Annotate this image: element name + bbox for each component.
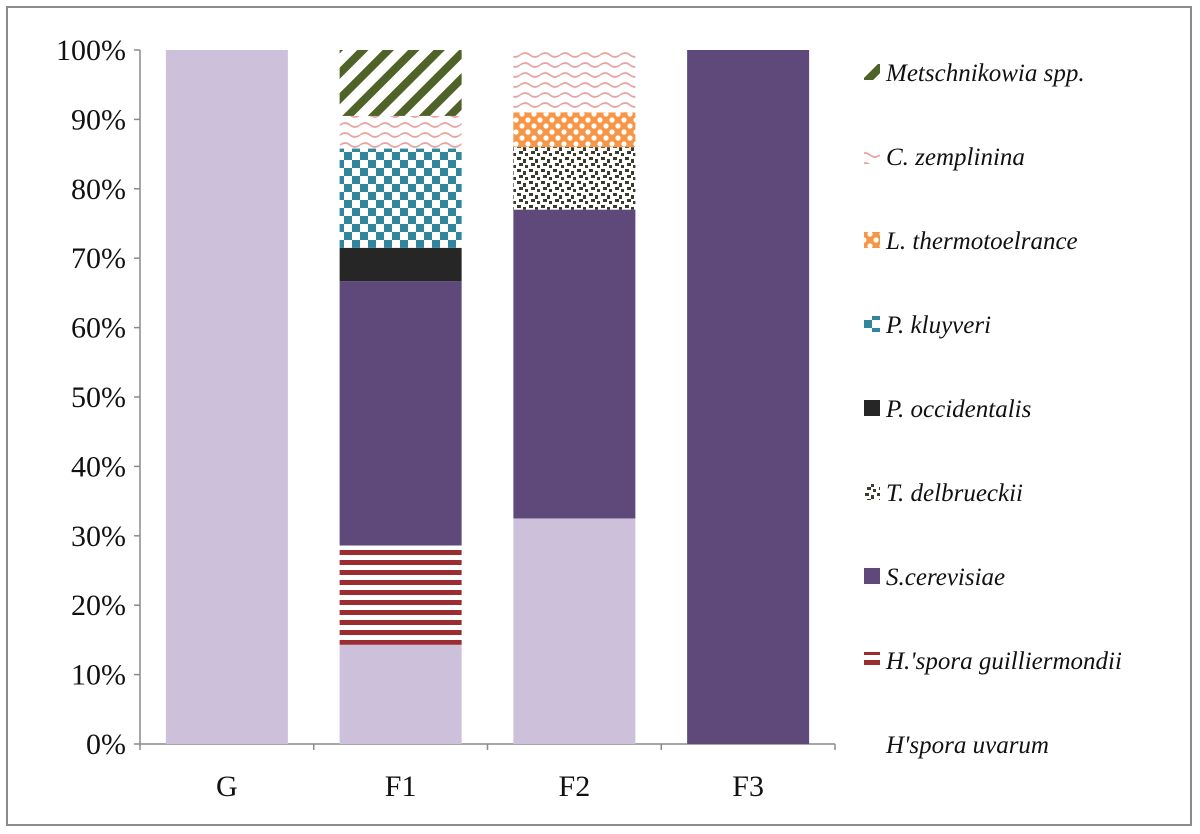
bar-segment: Metschnikowia spp. F1: 9.5% <box>339 50 462 116</box>
y-tick-label: 50% <box>71 381 126 414</box>
legend-swatch <box>864 232 880 248</box>
bar-segment: P. occidentalis F1: 4.8% <box>339 247 462 282</box>
bar-segment: C. zemplinina F2: 9% <box>513 50 636 113</box>
legend-swatch <box>864 484 880 500</box>
legend-swatch <box>864 400 880 416</box>
legend-label: H'spora uvarum <box>885 732 1049 759</box>
bar-segment: C. zemplinina F1: 4.7% <box>339 115 462 149</box>
bar-segment: H'spora uvarum G: 100% <box>165 50 288 744</box>
bar-segment: S.cerevisiae F2: 44.5% <box>513 209 636 519</box>
legend-item: H'spora uvarum <box>885 732 1049 759</box>
x-tick-label: F1 <box>385 770 417 803</box>
legend-item: S.cerevisiae <box>864 564 1005 591</box>
legend-swatch <box>864 64 880 80</box>
legend-item: P. kluyveri <box>864 312 991 339</box>
legend-label: H.'spora guilliermondii <box>885 648 1122 675</box>
legend-label: P. kluyveri <box>885 312 991 339</box>
legend-label: T. delbrueckii <box>886 480 1023 507</box>
legend-swatch <box>864 316 880 332</box>
y-tick-label: 80% <box>71 173 126 206</box>
legend-swatch <box>864 568 880 584</box>
legend-label: P. occidentalis <box>885 396 1031 423</box>
legend-item: Metschnikowia spp. <box>864 60 1085 87</box>
legend-label: Metschnikowia spp. <box>885 60 1085 87</box>
legend-swatch <box>864 148 880 164</box>
legend-swatch <box>864 652 880 668</box>
bar-segment: H'spora uvarum F1: 14.3% <box>339 644 462 744</box>
y-tick-label: 40% <box>71 450 126 483</box>
legend-label: C. zemplinina <box>886 144 1025 171</box>
y-tick-label: 30% <box>71 520 126 553</box>
legend-item: L. thermotoelrance <box>864 228 1078 255</box>
y-tick-label: 60% <box>71 312 126 345</box>
x-tick-label: G <box>216 770 238 803</box>
y-tick-label: 10% <box>71 659 126 692</box>
legend-label: L. thermotoelrance <box>885 228 1078 255</box>
y-tick-label: 20% <box>71 589 126 622</box>
legend-item: H.'spora guilliermondii <box>864 648 1122 675</box>
y-tick-label: 90% <box>71 103 126 136</box>
bar-segment: L. thermotoelrance F2: 5% <box>513 112 636 148</box>
legend-item: C. zemplinina <box>864 144 1025 171</box>
legend-item: P. occidentalis <box>864 396 1031 423</box>
y-tick-label: 70% <box>71 242 126 275</box>
bar-segment: H'spora uvarum F2: 32.5% <box>513 518 636 744</box>
y-tick-label: 100% <box>56 34 126 67</box>
bar-segment: S.cerevisiae F1: 38.1% <box>339 281 462 546</box>
legend-label: S.cerevisiae <box>886 564 1005 591</box>
legend-item: T. delbrueckii <box>864 480 1023 507</box>
bar-segment: H.'spora guilliermondii F1: 14.3% <box>339 545 462 645</box>
bar-segment: P. kluyveri F1: 14.3% <box>339 148 462 248</box>
x-tick-label: F2 <box>559 770 591 803</box>
x-tick-label: F3 <box>732 770 764 803</box>
bar-segment: S.cerevisiae F3: 100% <box>687 50 810 744</box>
bar-segment: T. delbrueckii F2: 9% <box>513 147 636 210</box>
y-tick-label: 0% <box>86 728 126 761</box>
